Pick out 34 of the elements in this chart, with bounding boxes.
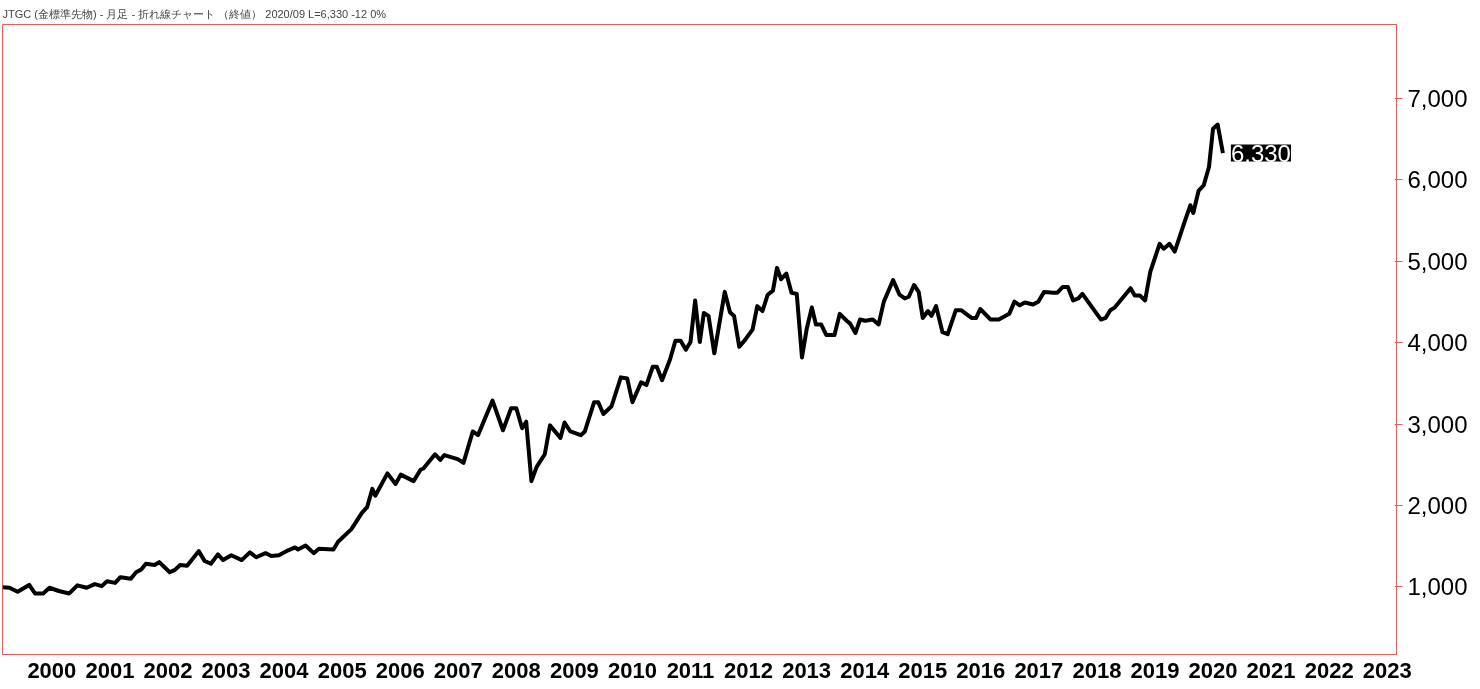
x-tick-label: 2021 [1246, 657, 1296, 683]
x-tick-label: 2016 [956, 657, 1006, 683]
x-tick-label: 2004 [259, 657, 310, 683]
chart-title: JTGC (金標準先物) - 月足 - 折れ線チャート （終値） 2020/09 L=6,330 -12 0% [2, 7, 387, 20]
x-tick-label: 2023 [1362, 657, 1412, 683]
x-tick-label: 2013 [782, 657, 832, 683]
y-tick-label: 5,000 [1407, 247, 1468, 275]
x-tick-label: 2010 [607, 657, 657, 683]
x-tick-label: 2001 [85, 657, 135, 683]
x-tick-label: 2000 [27, 657, 77, 683]
annotation: 6,330 [1230, 139, 1291, 167]
x-tick-label: 2005 [317, 657, 367, 683]
y-tick-label: 6,000 [1407, 166, 1468, 194]
x-tick-label: 2017 [1014, 657, 1064, 683]
y-tick-label: 4,000 [1407, 329, 1468, 357]
y-tick-label: 2,000 [1407, 492, 1468, 520]
x-tick-label: 2015 [898, 657, 948, 683]
x-tick-label: 2012 [724, 657, 774, 683]
x-tick-label: 2011 [666, 657, 715, 683]
y-tick-label: 3,000 [1407, 410, 1468, 438]
x-tick-label: 2002 [143, 657, 193, 683]
y-tick-label: 7,000 [1407, 85, 1468, 113]
x-tick-label: 2020 [1188, 657, 1238, 683]
x-tick-label: 2008 [491, 657, 541, 683]
x-tick-label: 2009 [549, 657, 599, 683]
x-tick-label: 2003 [201, 657, 251, 683]
x-tick-label: 2006 [375, 657, 425, 683]
y-tick-label: 1,000 [1407, 573, 1468, 601]
x-tick-label: 2007 [433, 657, 483, 683]
x-tick-label: 2014 [840, 657, 890, 683]
x-tick-label: 2018 [1072, 657, 1122, 683]
x-tick-label: 2022 [1304, 657, 1354, 683]
line-series [2, 122, 1225, 596]
x-tick-label: 2019 [1130, 657, 1180, 683]
